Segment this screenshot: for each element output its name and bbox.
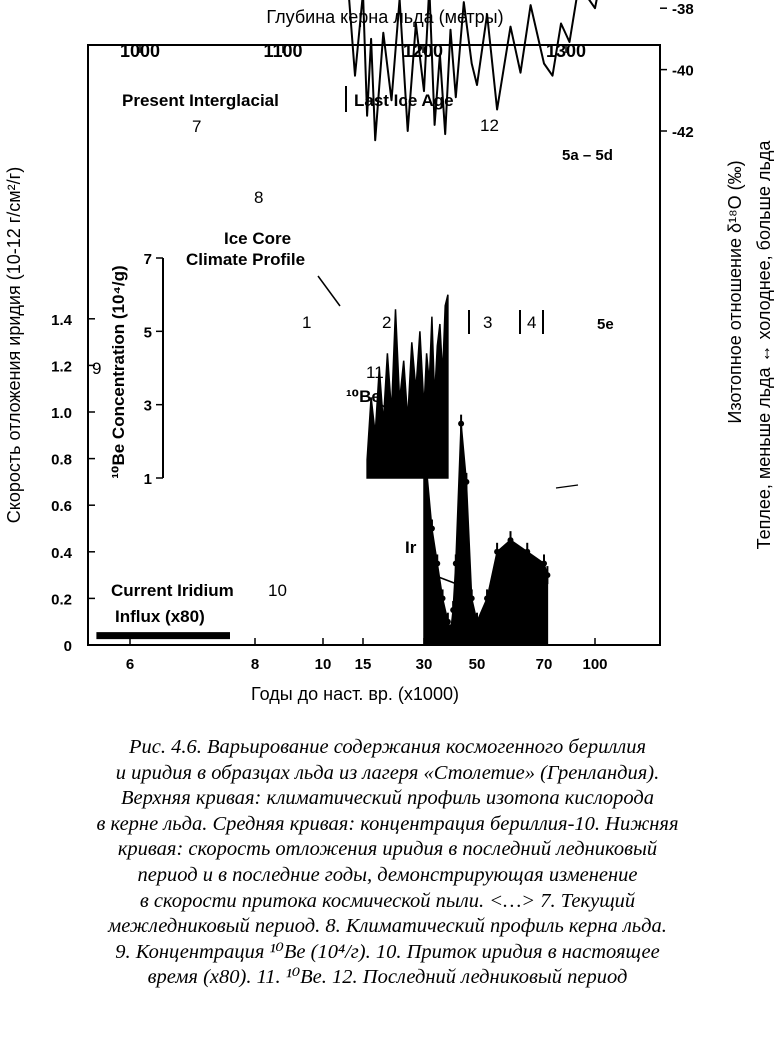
bottom-tick-label: 100 [582,656,607,673]
series-iridium-point [447,630,454,637]
be10-pointer [381,404,399,421]
ice-core-pointer [317,275,341,307]
stray-mark [555,484,579,489]
left-axis-title: Скорость отложения иридия (10-12 г/см²/г… [4,167,24,523]
label-current-iridium-2: Influx (x80) [115,607,205,626]
bottom-tick-label: 10 [315,656,332,673]
bottom-tick-label: 30 [416,656,433,673]
series-iridium-point [541,560,547,567]
series-iridium-point [450,607,457,614]
be-tick-label: 5 [144,324,152,341]
caption-line: период и в последние годы, демонстрирующ… [137,863,638,886]
bottom-tick-label: 70 [536,656,553,673]
series-iridium-point [428,525,435,532]
series-iridium-point [507,537,514,544]
series-iridium-area [423,423,549,646]
caption-line: Верхняя кривая: климатический профиль из… [120,787,655,810]
label-8: 8 [254,188,263,207]
label-5e: 5e [597,316,614,333]
label-ir: Ir [405,538,417,557]
top-tick-label: 1000 [120,41,160,61]
label-ice-core-1: Ice Core [224,229,291,248]
series-iridium-point [458,420,465,427]
right-axis-title-1: Изотопное отношение δ¹⁸O (‰) [725,160,745,423]
series-iridium-point [463,478,470,485]
series-iridium-point [423,467,430,474]
series-iridium-point [474,618,480,625]
top-tick-label: 1200 [403,41,443,61]
label-be10: ¹⁰Be [346,387,381,406]
right-tick-label: -40 [672,63,694,80]
bottom-tick-label: 15 [355,656,372,673]
caption-line: Рис. 4.6. Варьирование содержания космог… [128,736,646,758]
be-tick-label: 1 [144,471,152,488]
right-tick-label: -42 [672,124,694,141]
caption-line: и иридия в образцах льда из лагеря «Стол… [115,761,660,784]
plot-frame [87,44,661,646]
series-iridium-point [544,572,551,579]
label-last-ice-age: Last Ice Age [354,91,454,110]
left-tick-label: 0.8 [51,452,72,469]
top-tick-label: 1300 [546,41,586,61]
top-tick-label: 1100 [263,41,302,61]
figure-caption: Рис. 4.6. Варьирование содержания космог… [0,735,775,1052]
right-tick-label: -38 [672,1,694,18]
series-iridium-point [484,595,491,602]
caption-line: в керне льда. Средняя кривая: концентрац… [96,812,679,835]
top-axis-title: Глубина керна льда (метры) [266,7,503,27]
label-current-iridium-1: Current Iridium [111,581,234,600]
caption-line: межледниковый период. 8. Климатический п… [108,915,667,938]
be-tick-label: 3 [144,398,152,415]
series-iridium-point [468,595,475,602]
caption-line: время (x80). 11. ¹⁰Be. 12. Последний лед… [147,966,628,989]
bottom-axis-title: Годы до наст. вр. (x1000) [251,684,459,704]
label-10: 10 [268,581,287,600]
series-iridium-point [524,548,531,555]
series-iridium-point [439,595,446,602]
caption-line: в скорости притока космической пыли. <…>… [139,889,636,912]
left-tick-label: 0.6 [51,498,72,515]
bottom-tick-label: 50 [469,656,486,673]
bottom-tick-label: 8 [251,656,259,673]
label-11: 11 [366,363,384,382]
label-period-4: 4 [527,313,536,332]
bottom-tick-label: 6 [126,656,134,673]
label-ice-core-2: Climate Profile [186,250,305,269]
label-12: 12 [480,116,499,135]
series-be10-area [366,294,449,479]
ir-pointer [427,572,463,587]
be-axis-title: ¹⁰Be Concentration (10⁴/g) [109,265,128,478]
left-tick-label: 1.4 [51,312,73,329]
series-iridium-point [444,618,451,625]
left-tick-label: 1.2 [51,358,72,375]
series-iridium-point [434,560,441,567]
series-climate-profile-line [348,0,598,142]
label-period-1: 1 [302,313,311,332]
series-iridium-point [421,455,427,462]
label-7: 7 [192,117,201,136]
label-period-3: 3 [483,313,492,332]
label-9: 9 [92,359,101,378]
caption-line: кривая: скорость отложения иридия в посл… [117,838,658,861]
left-tick-label: 1.0 [51,405,72,422]
caption-line: 9. Концентрация ¹⁰Be (10⁴/г). 10. Приток… [115,940,660,963]
left-tick-label: 0.2 [51,591,72,608]
series-iridium-point [452,560,459,567]
series-iridium-point [494,548,501,555]
left-tick-label: 0 [64,638,72,655]
label-5a-5d: 5a – 5d [562,147,613,164]
be-tick-label: 7 [144,251,152,268]
left-tick-label: 0.4 [51,545,73,562]
right-axis-title-2: Теплее, меньше льда ↔ холоднее, больше л… [754,140,774,550]
label-present-interglacial: Present Interglacial [122,91,279,110]
ice-core-chart: Глубина керна льда (метры) Годы до наст.… [4,0,774,704]
label-period-2: 2 [382,313,391,332]
